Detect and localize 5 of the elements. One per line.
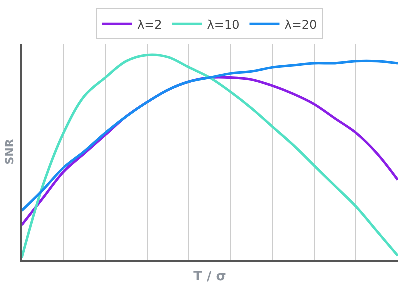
legend-label: λ=2 xyxy=(138,18,162,32)
legend-label: λ=20 xyxy=(284,18,318,32)
legend-label: λ=10 xyxy=(207,18,240,32)
x-axis-title: T / σ xyxy=(194,269,226,284)
y-axis-title: SNR xyxy=(3,138,16,165)
